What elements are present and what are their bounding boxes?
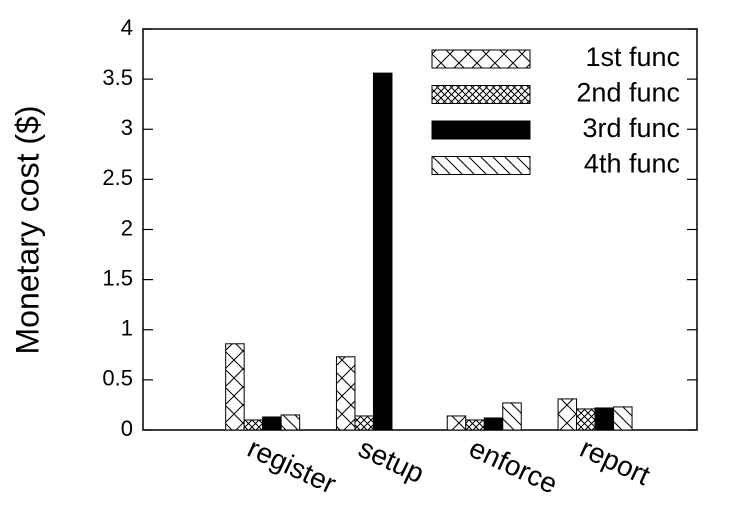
bar: [557, 398, 578, 431]
bar: [225, 343, 245, 431]
legend-label: 2nd func: [576, 78, 680, 108]
x-tick-label: enforce: [465, 432, 563, 500]
x-tick-label: report: [575, 432, 655, 491]
bar: [613, 406, 633, 431]
legend-label: 3rd func: [582, 113, 680, 143]
y-tick-label: 1.5: [102, 265, 133, 290]
legend-swatch: [431, 156, 531, 175]
x-tick-label: setup: [354, 432, 429, 489]
y-tick-label: 1: [121, 316, 133, 341]
y-tick-label: 3: [121, 115, 133, 140]
bar: [372, 72, 393, 431]
bar: [262, 416, 282, 431]
bar: [576, 408, 596, 431]
y-tick-label: 2: [121, 215, 133, 240]
legend-label: 1st func: [585, 42, 680, 72]
bar: [446, 415, 467, 431]
bar: [483, 417, 504, 431]
bar: [502, 402, 522, 431]
bar: [280, 414, 301, 431]
y-tick-label: 4: [121, 15, 133, 40]
y-axis-label: Monetary cost ($): [9, 106, 45, 355]
bar: [243, 419, 264, 431]
legend-label: 4th func: [584, 149, 680, 179]
legend-swatch: [431, 120, 531, 140]
y-tick-label: 3.5: [102, 65, 133, 90]
legend-swatch: [431, 49, 531, 69]
bar: [354, 415, 374, 431]
bar: [335, 356, 356, 431]
x-tick-label: register: [243, 432, 341, 500]
y-tick-label: 0.5: [102, 366, 133, 391]
bar: [594, 407, 615, 431]
bar: [465, 419, 485, 431]
legend-swatch: [431, 85, 531, 104]
y-tick-label: 2.5: [102, 165, 133, 190]
y-tick-label: 0: [121, 416, 133, 441]
